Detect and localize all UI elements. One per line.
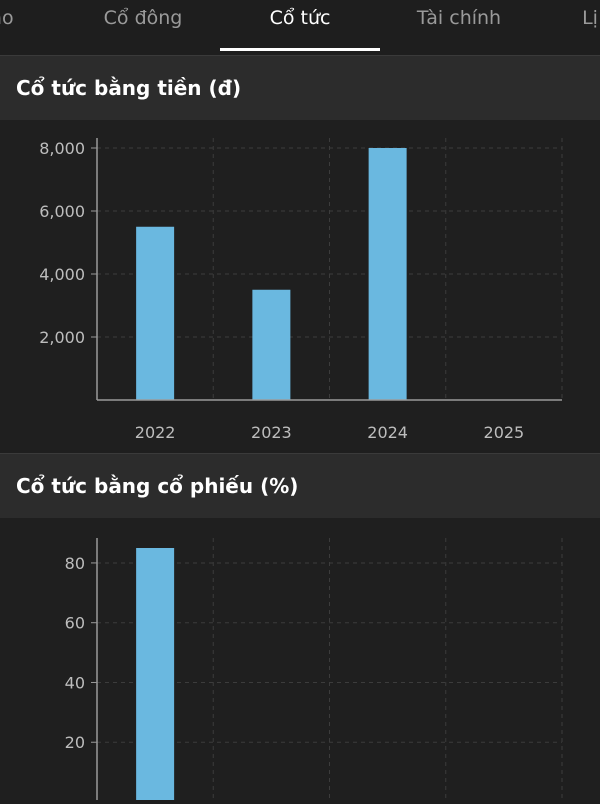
stock-dividend-title: Cổ tức bằng cổ phiếu (%) bbox=[16, 474, 299, 498]
stock-dividend-chart-area: 20 40 60 80 bbox=[0, 518, 600, 803]
tab-history[interactable]: Lị bbox=[582, 7, 598, 29]
tab-finance[interactable]: Tài chính bbox=[416, 7, 502, 29]
tab-dividends[interactable]: Cổ tức bbox=[269, 7, 331, 29]
stock-chart-ytick-label: 60 bbox=[65, 614, 85, 633]
cash-chart-xtick-label: 2025 bbox=[484, 423, 525, 442]
stock-dividend-header: Cổ tức bằng cổ phiếu (%) bbox=[0, 453, 600, 518]
stock-chart-ytick-label: 80 bbox=[65, 554, 85, 573]
stock-chart-bar-2022[interactable] bbox=[136, 548, 175, 802]
tab-overview[interactable]: ạo bbox=[0, 7, 14, 29]
cash-dividend-header: Cổ tức bằng tiền (đ) bbox=[0, 55, 600, 120]
cash-chart-ytick-label: 4,000 bbox=[39, 265, 85, 284]
cash-chart-bar-2024[interactable] bbox=[368, 148, 407, 400]
tab-bar: ạo Cổ đông Cổ tức Tài chính Lị bbox=[0, 0, 600, 52]
stock-chart-ytick-label: 20 bbox=[65, 733, 85, 752]
cash-chart-xtick-label: 2022 bbox=[135, 423, 176, 442]
cash-dividend-title: Cổ tức bằng tiền (đ) bbox=[16, 76, 242, 100]
cash-chart-ytick-label: 2,000 bbox=[39, 328, 85, 347]
stock-chart-ytick-label: 40 bbox=[65, 673, 85, 692]
cash-chart-xtick-label: 2024 bbox=[367, 423, 408, 442]
cash-chart-bar-2022[interactable] bbox=[136, 226, 175, 400]
stock-dividend-chart: 20 40 60 80 bbox=[65, 538, 563, 803]
cash-chart-xtick-label: 2023 bbox=[251, 423, 292, 442]
tab-shareholders[interactable]: Cổ đông bbox=[103, 7, 183, 29]
cash-dividend-chart-area: 2,000 4,000 6,000 8,000 2022 2023 2024 2025 bbox=[0, 120, 600, 450]
cash-chart-ytick-label: 6,000 bbox=[39, 202, 85, 221]
cash-chart-bar-2023[interactable] bbox=[252, 289, 291, 400]
cash-dividend-chart: 2,000 4,000 6,000 8,000 2022 2023 2024 2025 bbox=[39, 138, 563, 442]
cash-chart-ytick-label: 8,000 bbox=[39, 139, 85, 158]
active-tab-indicator bbox=[220, 48, 380, 51]
